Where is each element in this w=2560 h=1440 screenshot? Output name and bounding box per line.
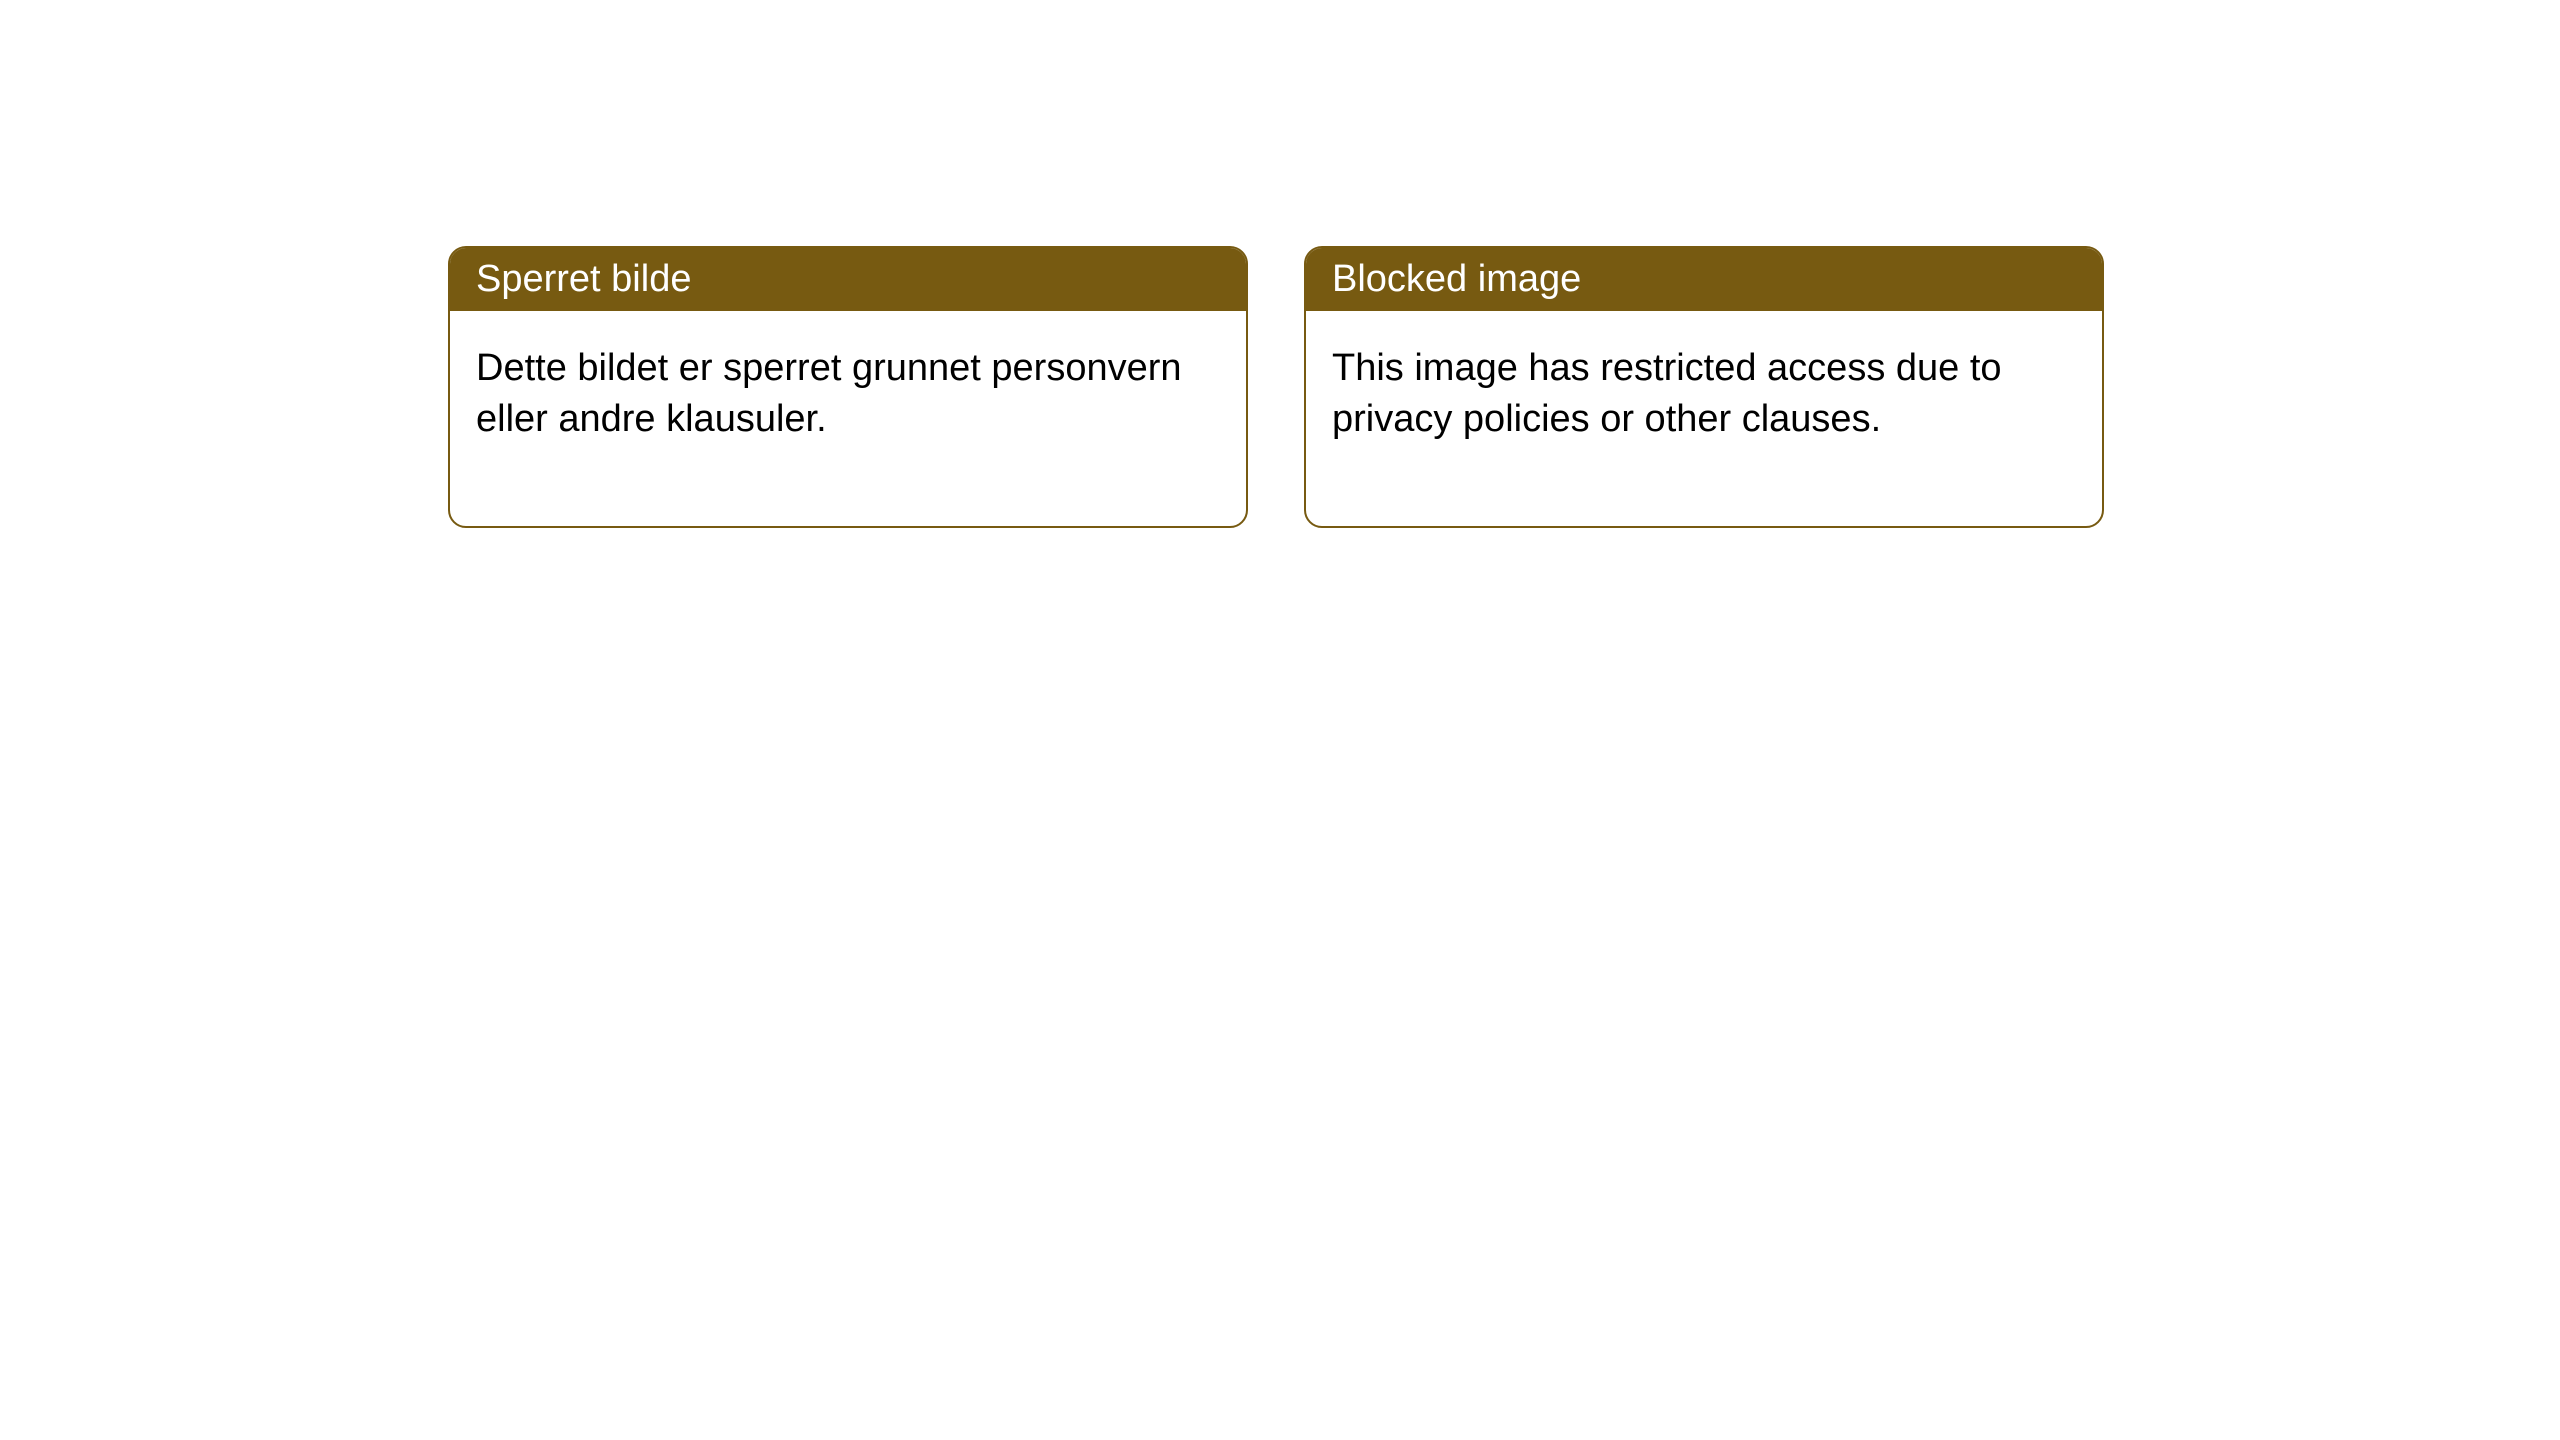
card-header-norwegian: Sperret bilde [450, 248, 1246, 311]
notice-card-english: Blocked image This image has restricted … [1304, 246, 2104, 528]
card-header-english: Blocked image [1306, 248, 2102, 311]
card-body-norwegian: Dette bildet er sperret grunnet personve… [450, 311, 1246, 526]
notice-card-norwegian: Sperret bilde Dette bildet er sperret gr… [448, 246, 1248, 528]
notice-container: Sperret bilde Dette bildet er sperret gr… [0, 0, 2560, 528]
card-body-english: This image has restricted access due to … [1306, 311, 2102, 526]
